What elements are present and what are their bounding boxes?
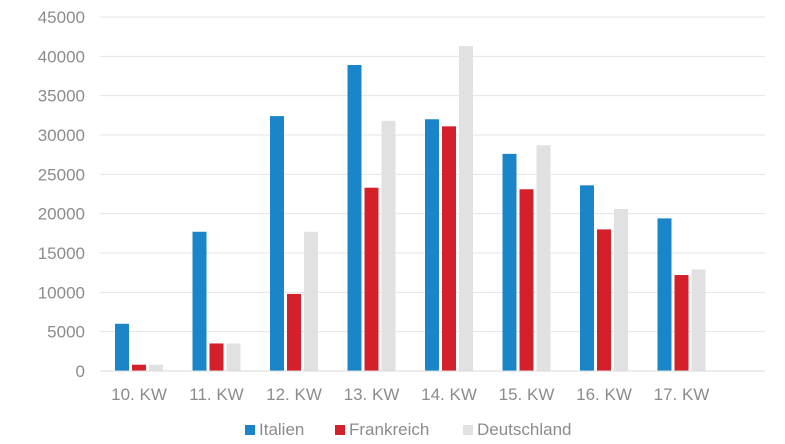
bar-italien-14 (425, 119, 439, 372)
y-tick-label: 0 (76, 362, 85, 381)
legend-swatch-frankreich (335, 425, 345, 435)
y-tick-label: 20000 (38, 205, 85, 224)
bar-italien-16 (580, 185, 594, 371)
y-axis-ticks: 0 5000 10000 15000 20000 25000 30000 35000 40000… (38, 8, 85, 381)
bar-deutschland-17 (691, 269, 706, 371)
x-tick-label: 17. KW (654, 385, 710, 404)
bars (115, 46, 706, 372)
legend-swatch-italien (245, 425, 255, 435)
x-tick-label: 15. KW (499, 385, 555, 404)
legend: Italien Frankreich Deutschland (245, 420, 572, 439)
bar-italien-10 (115, 323, 129, 371)
legend-label-frankreich: Frankreich (349, 420, 429, 439)
x-axis-ticks: 10. KW 11. KW 12. KW 13. KW 14. KW 15. KW 16. … (111, 385, 709, 404)
x-tick-label: 11. KW (189, 385, 243, 404)
legend-swatch-deutschland (463, 425, 473, 435)
bar-italien-12 (270, 116, 284, 372)
bar-frankreich-14 (442, 126, 456, 371)
x-tick-label: 16. KW (576, 385, 632, 404)
x-tick-label: 14. KW (421, 385, 477, 404)
legend-label-italien: Italien (259, 420, 304, 439)
bar-deutschland-10 (149, 364, 163, 371)
bar-deutschland-13 (381, 120, 396, 371)
bar-italien-13 (347, 64, 362, 371)
x-tick-label: 12. KW (266, 385, 322, 404)
bar-deutschland-15 (536, 145, 551, 371)
bar-frankreich-17 (674, 275, 689, 371)
bar-deutschland-16 (614, 208, 628, 371)
bar-deutschland-11 (226, 343, 241, 371)
y-tick-label: 5000 (47, 323, 85, 342)
bar-frankreich-12 (287, 293, 301, 371)
y-tick-label: 35000 (38, 87, 85, 106)
bar-italien-17 (657, 218, 672, 371)
bar-frankreich-13 (364, 187, 379, 371)
x-tick-label: 13. KW (344, 385, 400, 404)
bar-italien-11 (192, 231, 207, 371)
bar-frankreich-16 (597, 229, 611, 371)
bar-frankreich-15 (519, 189, 534, 371)
y-tick-label: 30000 (38, 126, 85, 145)
x-tick-label: 10. KW (111, 385, 167, 404)
y-tick-label: 45000 (38, 8, 85, 27)
bar-deutschland-14 (459, 46, 473, 372)
bar-frankreich-10 (132, 364, 146, 371)
bar-deutschland-12 (304, 231, 318, 371)
y-tick-label: 10000 (38, 283, 85, 302)
y-tick-label: 15000 (38, 244, 85, 263)
legend-label-deutschland: Deutschland (477, 420, 572, 439)
y-tick-label: 40000 (38, 47, 85, 66)
bar-frankreich-11 (209, 343, 224, 371)
bar-italien-15 (502, 153, 517, 371)
y-tick-label: 25000 (38, 165, 85, 184)
